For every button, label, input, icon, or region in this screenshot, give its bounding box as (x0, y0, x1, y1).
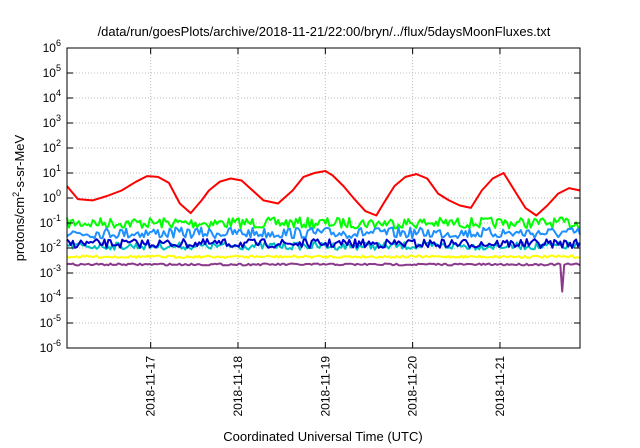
y-axis-label-prefix: protons/cm (12, 197, 27, 261)
y-tick-label: 100 (43, 188, 61, 205)
y-tick-label: 103 (43, 113, 61, 130)
x-tick-label: 2018-11-21 (493, 356, 507, 417)
x-axis-label: Coordinated Universal Time (UTC) (223, 429, 422, 444)
y-tick-label: 102 (43, 138, 61, 155)
series-line (66, 254, 581, 259)
chart-title: /data/run/goesPlots/archive/2018-11-21/2… (98, 24, 551, 39)
y-axis-label: protons/cm2-s-sr-MeV (11, 134, 27, 261)
x-tick-label: 2018-11-20 (406, 356, 420, 417)
y-tick-label: 101 (43, 163, 61, 180)
series-line (66, 170, 581, 217)
y-tick-label: 106 (43, 38, 61, 55)
y-axis: 10-6 10-5 10-4 10-3 10-2 10-1 100 101 102 103 104 1… (40, 38, 580, 355)
y-tick-label: 10-2 (40, 238, 61, 255)
y-tick-label: 10-6 (40, 338, 61, 355)
y-tick-label: 10-1 (40, 213, 61, 230)
y-axis-label-suffix: -s-sr-MeV (12, 134, 27, 191)
x-tick-label: 2018-11-19 (318, 356, 332, 417)
series-line (66, 216, 581, 230)
y-tick-label: 10-4 (40, 288, 61, 305)
series-group (66, 170, 581, 293)
y-tick-label: 105 (43, 63, 61, 80)
series-line (66, 226, 581, 240)
series-line (66, 262, 581, 293)
plot-frame (66, 47, 581, 349)
x-tick-label: 2018-11-18 (231, 356, 245, 417)
y-axis-label-sup: 2 (11, 192, 21, 197)
grid-lines (67, 48, 580, 348)
x-axis: 2018-11-17 2018-11-18 2018-11-19 2018-11-20… (144, 48, 507, 417)
x-tick-label: 2018-11-17 (144, 356, 158, 417)
y-tick-label: 104 (43, 88, 61, 105)
y-tick-label: 10-5 (40, 313, 61, 330)
y-tick-label: 10-3 (40, 263, 61, 280)
series-line (66, 238, 581, 249)
